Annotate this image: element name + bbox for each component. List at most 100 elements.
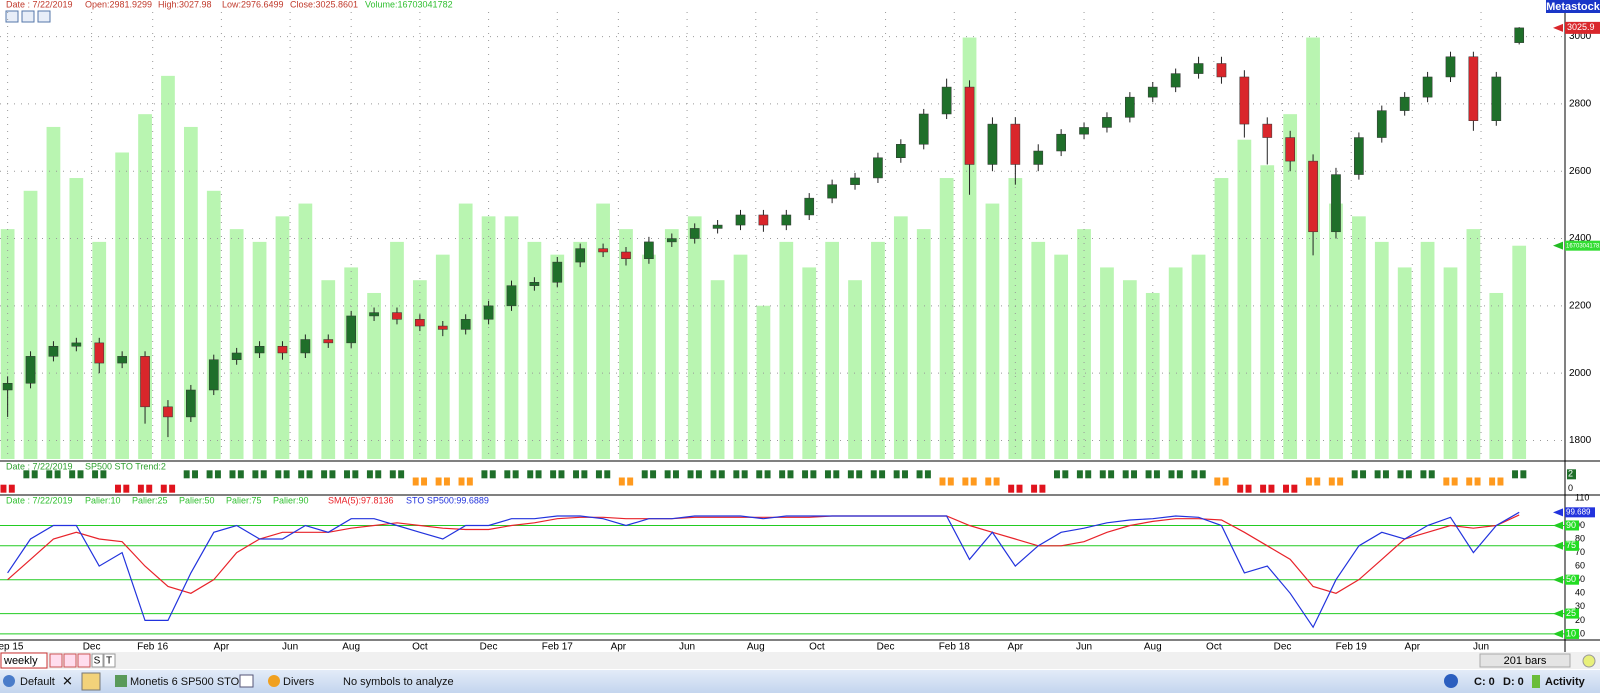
trend-block [970, 477, 977, 486]
t-label[interactable]: T [106, 656, 112, 667]
x-tick-label: Dec [83, 642, 101, 653]
zoom-button[interactable] [63, 653, 77, 668]
volume-bar [1466, 229, 1481, 459]
period-box[interactable] [0, 652, 48, 669]
price-marker-arrow [1553, 23, 1563, 32]
icon[interactable] [5, 10, 19, 23]
trend-block [1031, 484, 1038, 493]
trend-block [1351, 470, 1358, 479]
volume-bar [481, 216, 496, 459]
volume-bar [985, 203, 1000, 459]
trend-block [435, 477, 442, 486]
volume-bar [527, 241, 542, 459]
s-button[interactable] [91, 653, 104, 668]
trend-block [321, 470, 328, 479]
trend-block [489, 470, 496, 479]
trend-block [550, 470, 557, 479]
trend-block [1428, 470, 1435, 479]
level-arrow [1553, 541, 1563, 550]
volume-bar [664, 229, 679, 459]
trend-block [1397, 470, 1404, 479]
template[interactable]: Monetis 6 SP500 STO [130, 676, 240, 688]
y-tick-label: 60 [1575, 561, 1585, 571]
toolbar-button[interactable] [1582, 654, 1596, 668]
user-icon[interactable] [3, 675, 15, 687]
candle-body [369, 312, 379, 317]
candle-body [25, 356, 36, 384]
close-icon[interactable]: ✕ [62, 673, 73, 688]
zoom-button[interactable] [77, 653, 91, 668]
volume-bar [687, 216, 702, 459]
t-button[interactable] [103, 653, 116, 668]
volume-marker-box [1565, 240, 1600, 251]
candle-body [460, 319, 471, 330]
toolbar [0, 652, 1600, 669]
layout[interactable]: Default [20, 676, 55, 688]
candle-body [300, 339, 311, 354]
activity[interactable]: Activity [1545, 676, 1586, 688]
volume-bar [871, 241, 885, 459]
y-tick-label: 20 [1575, 615, 1585, 625]
trend-block [1122, 470, 1129, 479]
trend-block [1054, 470, 1060, 479]
volume-bar [1077, 229, 1091, 459]
legend-entry: Palier:10 [85, 495, 121, 505]
x-tick-label: Oct [1206, 642, 1222, 653]
trend-block [466, 477, 473, 486]
volume-bar [756, 305, 771, 459]
trend-block [1168, 470, 1175, 479]
candle-body [1285, 137, 1296, 162]
candle-body [1033, 150, 1044, 165]
volume-bar [710, 280, 725, 459]
x-tick-label: Dec [877, 642, 895, 653]
trend-block [993, 477, 1000, 486]
candle-body [964, 86, 975, 165]
scrollbar[interactable] [1479, 653, 1571, 668]
layout-icon[interactable] [239, 674, 254, 688]
brand-box [1546, 0, 1600, 13]
trend-block [1008, 484, 1015, 493]
s-label[interactable]: S [94, 656, 101, 667]
candle-body [689, 228, 700, 239]
candle-body [621, 251, 631, 259]
divers[interactable]: Divers [283, 676, 315, 688]
y-tick-label: 2000 [1569, 368, 1592, 379]
legend: Palier:10 Palier:25 Palier:50 Palier:75 Pali… [85, 495, 489, 505]
y-tick-label: 0 [1568, 483, 1573, 493]
candle-body [758, 214, 769, 226]
x-tick-label: Sep 15 [0, 642, 24, 653]
chart-tool[interactable] [81, 672, 101, 691]
volume-bar [1352, 216, 1366, 459]
x-tick-label: Jun [679, 642, 695, 653]
trend-block [352, 470, 359, 479]
volume-bar [367, 292, 381, 459]
trend-block [412, 477, 419, 486]
candle-body [1468, 56, 1479, 121]
trend-block [1099, 470, 1106, 479]
header-volume: Volume:16703041782 [365, 0, 453, 9]
candle-body [1102, 117, 1112, 128]
volume-bar [1214, 178, 1229, 459]
trend-block [1420, 470, 1427, 479]
candle-body [712, 224, 723, 229]
candle-body [1010, 123, 1021, 165]
trend-block [229, 470, 236, 479]
candle-body [1399, 96, 1410, 111]
legend-entry: Palier:90 [273, 495, 309, 505]
zoom-button[interactable] [49, 653, 63, 668]
icon[interactable] [21, 10, 35, 23]
trend-block [389, 470, 396, 479]
candle-body [804, 197, 815, 216]
icon[interactable] [37, 10, 51, 23]
x-tick-label: Aug [1144, 642, 1162, 653]
panel-icons[interactable] [5, 10, 51, 23]
info-icon[interactable] [1444, 674, 1458, 688]
candle-body [895, 144, 906, 158]
candle-body [163, 406, 173, 418]
trend-block [1466, 477, 1473, 486]
trend-block [718, 470, 725, 479]
y-tick-label: 2600 [1569, 166, 1592, 177]
volume-bar [1054, 254, 1069, 459]
period[interactable]: weekly [3, 655, 38, 667]
line-series [7, 511, 1520, 629]
